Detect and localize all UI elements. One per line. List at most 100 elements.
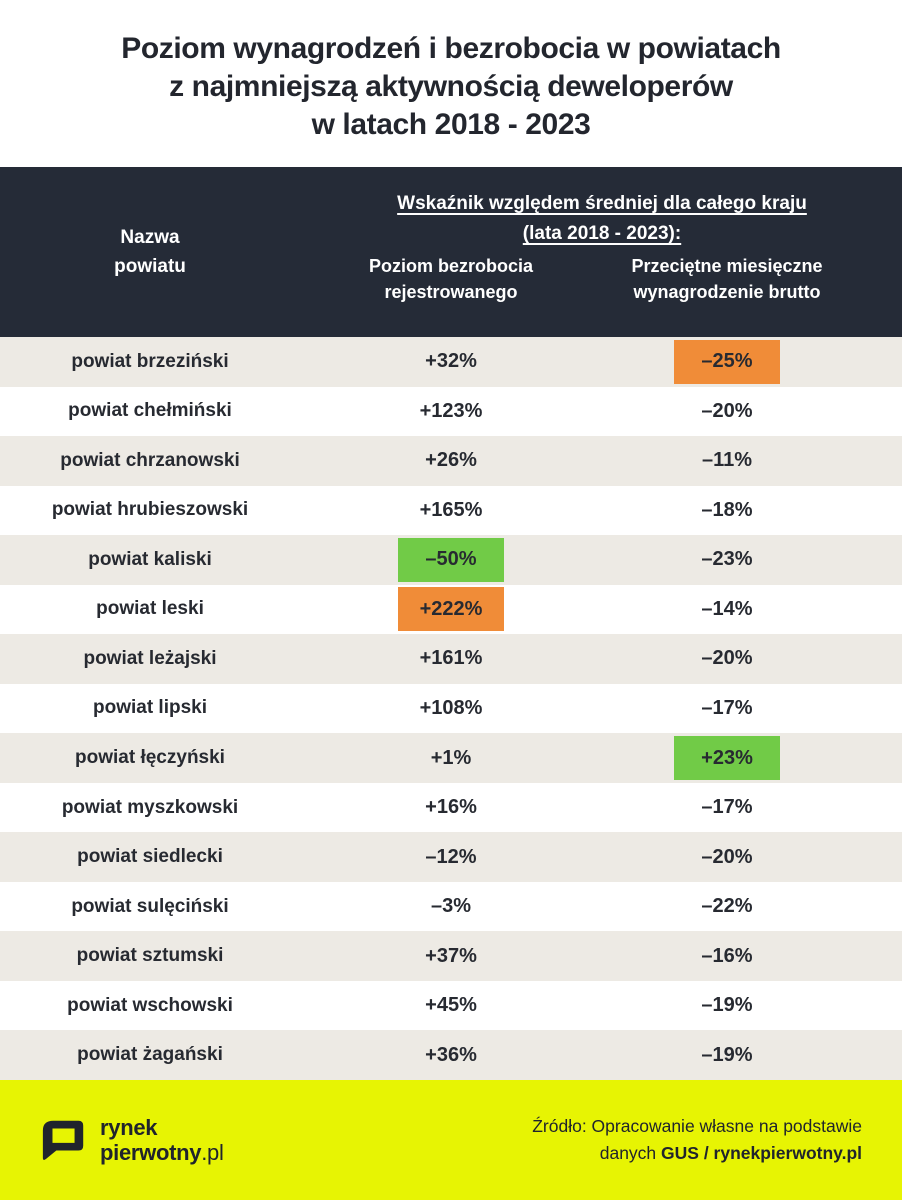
row-wage-value: –22% xyxy=(701,895,753,918)
row-unemployment-value: +123% xyxy=(419,399,483,422)
row-unemployment-cell: +37% xyxy=(300,934,602,978)
title-line-3: w latach 2018 - 2023 xyxy=(311,107,591,141)
table-row: powiat chełmiński +123% –20% xyxy=(0,387,902,437)
row-unemployment-cell: +16% xyxy=(300,786,602,830)
row-unemployment-value: +165% xyxy=(419,498,483,521)
logo-text: rynek pierwotny.pl xyxy=(100,1115,224,1165)
row-wage-cell: –20% xyxy=(602,835,852,879)
row-unemployment-value: +37% xyxy=(425,944,477,967)
row-wage-value: +23% xyxy=(674,736,780,781)
row-wage-value: –19% xyxy=(701,994,753,1017)
row-wage-value: –20% xyxy=(701,399,753,422)
row-wage-value: –18% xyxy=(701,498,753,521)
table-row: powiat siedlecki –12% –20% xyxy=(0,832,902,882)
row-name: powiat hrubieszowski xyxy=(51,499,249,521)
table-row: powiat łęczyński +1% +23% xyxy=(0,733,902,783)
row-unemployment-cell: +36% xyxy=(300,1033,602,1077)
row-unemployment-cell: +26% xyxy=(300,439,602,483)
row-name: powiat lipski xyxy=(92,697,208,719)
row-wage-value: –16% xyxy=(701,944,753,967)
row-wage-cell: –19% xyxy=(602,1033,852,1077)
row-name: powiat sztumski xyxy=(76,945,224,967)
row-wage-value: –23% xyxy=(701,548,753,571)
row-unemployment-cell: +123% xyxy=(300,389,602,433)
row-wage-value: –17% xyxy=(701,796,753,819)
row-unemployment-value: –3% xyxy=(430,895,472,918)
table-row: powiat żagański +36% –19% xyxy=(0,1030,902,1080)
column-header-unemployment-line-1: Poziom bezrobocia xyxy=(368,256,534,276)
column-group-header-line-1: Wskaźnik względem średniej dla całego kr… xyxy=(397,193,807,214)
row-name: powiat łęczyński xyxy=(75,747,225,769)
row-wage-value: –20% xyxy=(701,845,753,868)
row-unemployment-cell: +165% xyxy=(300,488,602,532)
row-wage-value: –11% xyxy=(701,449,753,472)
row-wage-value: –17% xyxy=(701,696,753,719)
row-name: powiat leżajski xyxy=(83,647,217,669)
column-header-wage: Przeciętne miesięczne wynagrodzenie brut… xyxy=(602,253,852,305)
table-body: powiat brzeziński +32% –25% powiat chełm… xyxy=(0,337,902,1080)
row-wage-cell: –19% xyxy=(602,984,852,1028)
row-unemployment-value: +222% xyxy=(398,587,504,632)
table-row: powiat sztumski +37% –16% xyxy=(0,931,902,981)
row-unemployment-cell: +222% xyxy=(300,587,602,632)
column-header-wage-line-2: wynagrodzenie brutto xyxy=(633,282,821,302)
row-unemployment-value: +16% xyxy=(425,796,477,819)
row-unemployment-value: +26% xyxy=(425,449,477,472)
row-wage-cell: –16% xyxy=(602,934,852,978)
row-wage-cell: –22% xyxy=(602,885,852,929)
row-wage-cell: –20% xyxy=(602,389,852,433)
table-row: powiat brzeziński +32% –25% xyxy=(0,337,902,387)
table-row: powiat hrubieszowski +165% –18% xyxy=(0,486,902,536)
row-name: powiat brzeziński xyxy=(71,350,229,372)
row-unemployment-cell: +1% xyxy=(300,736,602,780)
source-note: Źródło: Opracowanie własne na podstawie … xyxy=(532,1113,862,1167)
title-line-2: z najmniejszą aktywnością deweloperów xyxy=(169,69,733,103)
row-wage-cell: –17% xyxy=(602,786,852,830)
page-title: Poziom wynagrodzeń i bezrobocia w powiat… xyxy=(121,30,781,144)
row-wage-cell: –23% xyxy=(602,538,852,582)
row-wage-cell: –20% xyxy=(602,637,852,681)
row-unemployment-value: +161% xyxy=(419,647,483,670)
row-unemployment-cell: –12% xyxy=(300,835,602,879)
source-line-1: Źródło: Opracowanie własne na podstawie xyxy=(532,1116,862,1136)
source-line-2: danych GUS / rynekpierwotny.pl xyxy=(599,1143,862,1163)
row-wage-cell: +23% xyxy=(602,736,852,781)
column-header-wage-line-1: Przeciętne miesięczne xyxy=(631,256,823,276)
footer: rynek pierwotny.pl Źródło: Opracowanie w… xyxy=(0,1080,902,1200)
table-row: powiat kaliski –50% –23% xyxy=(0,535,902,585)
row-unemployment-value: +45% xyxy=(425,994,477,1017)
table-row: powiat wschowski +45% –19% xyxy=(0,981,902,1031)
row-unemployment-value: –50% xyxy=(398,537,504,582)
table-row: powiat leżajski +161% –20% xyxy=(0,634,902,684)
row-name: powiat kaliski xyxy=(88,548,212,570)
column-group-header: Wskaźnik względem średniej dla całego kr… xyxy=(302,189,902,249)
row-unemployment-value: +108% xyxy=(419,696,483,719)
table-row: powiat chrzanowski +26% –11% xyxy=(0,436,902,486)
column-header-unemployment-line-2: rejestrowanego xyxy=(384,282,518,302)
row-unemployment-value: –12% xyxy=(425,845,477,868)
row-unemployment-value: +36% xyxy=(425,1043,477,1066)
sub-headers: Poziom bezrobocia rejestrowanego Przecię… xyxy=(300,253,852,305)
table-row: powiat sulęciński –3% –22% xyxy=(0,882,902,932)
row-wage-value: –20% xyxy=(701,647,753,670)
row-name: powiat myszkowski xyxy=(61,796,239,818)
row-wage-value: –14% xyxy=(701,597,753,620)
row-wage-value: –19% xyxy=(701,1043,753,1066)
row-wage-cell: –17% xyxy=(602,686,852,730)
row-unemployment-cell: +45% xyxy=(300,984,602,1028)
row-name: powiat siedlecki xyxy=(77,846,223,868)
row-unemployment-cell: –50% xyxy=(300,537,602,582)
title-line-1: Poziom wynagrodzeń i bezrobocia w powiat… xyxy=(121,31,781,65)
row-unemployment-cell: +108% xyxy=(300,686,602,730)
logo-text-line-1: rynek xyxy=(100,1115,158,1140)
rynekpierwotny-logo-icon xyxy=(40,1115,88,1165)
rynekpierwotny-logo: rynek pierwotny.pl xyxy=(40,1115,224,1165)
column-group-header-line-2: (lata 2018 - 2023): xyxy=(522,223,682,244)
column-header-name: Nazwa powiatu xyxy=(0,167,300,337)
row-unemployment-cell: +32% xyxy=(300,340,602,384)
row-name: powiat wschowski xyxy=(67,994,233,1016)
row-name: powiat leski xyxy=(96,598,204,620)
title-block: Poziom wynagrodzeń i bezrobocia w powiat… xyxy=(0,0,902,167)
column-header-name-line-2: powiatu xyxy=(114,256,186,277)
